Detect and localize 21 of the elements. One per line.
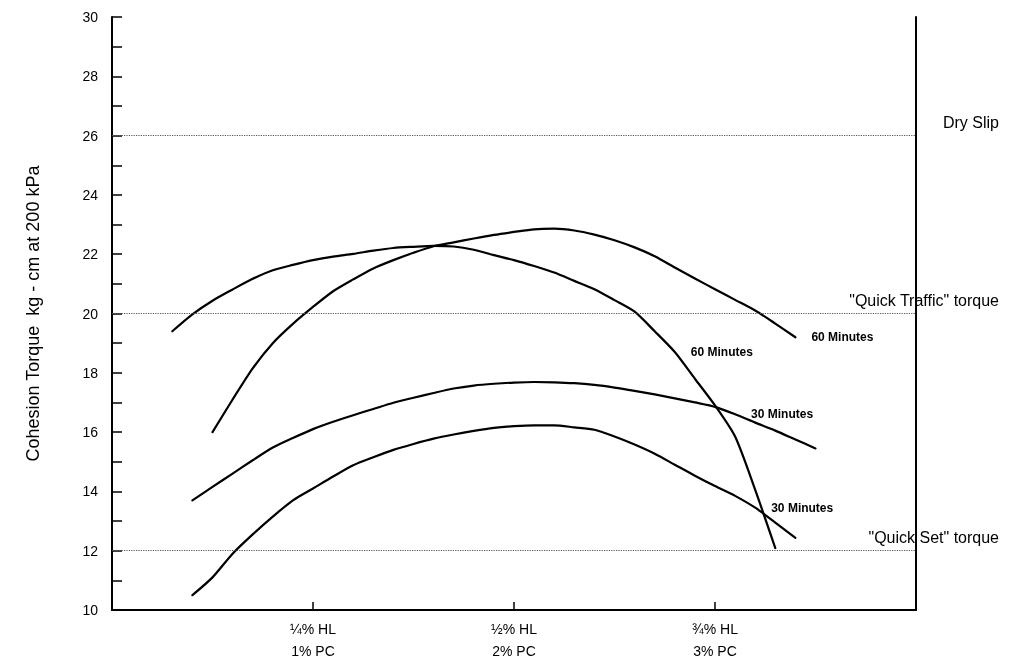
series-label: 30 Minutes [751,407,814,422]
y-tick-label: 26 [82,127,99,144]
y-tick-label: 12 [82,542,99,559]
ref-line-label: Dry Slip [942,114,1000,132]
x-tick-label: ¼% HL 1% PC [290,621,337,659]
y-tick-label: 24 [82,186,99,203]
y-tick-label: 30 [82,9,99,25]
y-tick-label: 10 [82,602,99,618]
series-label: 30 Minutes [771,500,834,515]
series-label: 60 Minutes [811,330,874,345]
y-tick-label: 22 [82,246,99,263]
series-label: 60 Minutes [690,345,754,360]
x-tick-label: ¾% HL 3% PC [692,621,739,659]
y-tick-label: 16 [82,424,99,441]
y-tick-label: 18 [82,364,99,381]
y-tick-label: 20 [82,305,99,322]
ref-line-label: "Quick Set" torque [868,529,1000,547]
x-tick-label: ½% HL 2% PC [491,621,538,659]
y-axis-title: Cohesion Torque kg - cm at 200 kPa [23,164,43,462]
y-tick-label: 14 [82,483,99,500]
y-tick-label: 28 [82,68,99,85]
